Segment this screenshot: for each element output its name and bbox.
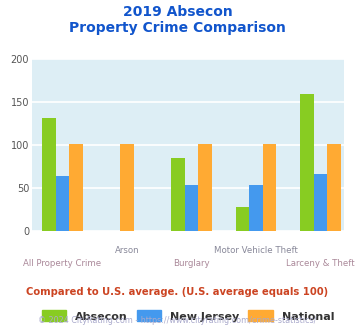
Text: Property Crime Comparison: Property Crime Comparison	[69, 21, 286, 35]
Bar	[120, 144, 134, 231]
Text: 2019 Absecon: 2019 Absecon	[122, 5, 233, 19]
Bar	[314, 174, 327, 231]
Bar	[198, 144, 212, 231]
Bar	[300, 94, 314, 231]
Bar	[69, 144, 83, 231]
Bar	[327, 144, 341, 231]
Legend: Absecon, New Jersey, National: Absecon, New Jersey, National	[42, 310, 334, 321]
Text: All Property Crime: All Property Crime	[23, 259, 102, 268]
Bar	[185, 185, 198, 231]
Bar	[56, 176, 69, 231]
Bar	[263, 144, 277, 231]
Bar	[236, 207, 249, 231]
Bar	[249, 185, 263, 231]
Text: Compared to U.S. average. (U.S. average equals 100): Compared to U.S. average. (U.S. average …	[26, 287, 329, 297]
Text: Arson: Arson	[115, 246, 140, 255]
Bar	[42, 118, 56, 231]
Text: Burglary: Burglary	[173, 259, 210, 268]
Text: Motor Vehicle Theft: Motor Vehicle Theft	[214, 246, 298, 255]
Text: Larceny & Theft: Larceny & Theft	[286, 259, 355, 268]
Text: © 2024 CityRating.com - https://www.cityrating.com/crime-statistics/: © 2024 CityRating.com - https://www.city…	[38, 316, 317, 325]
Bar	[171, 158, 185, 231]
